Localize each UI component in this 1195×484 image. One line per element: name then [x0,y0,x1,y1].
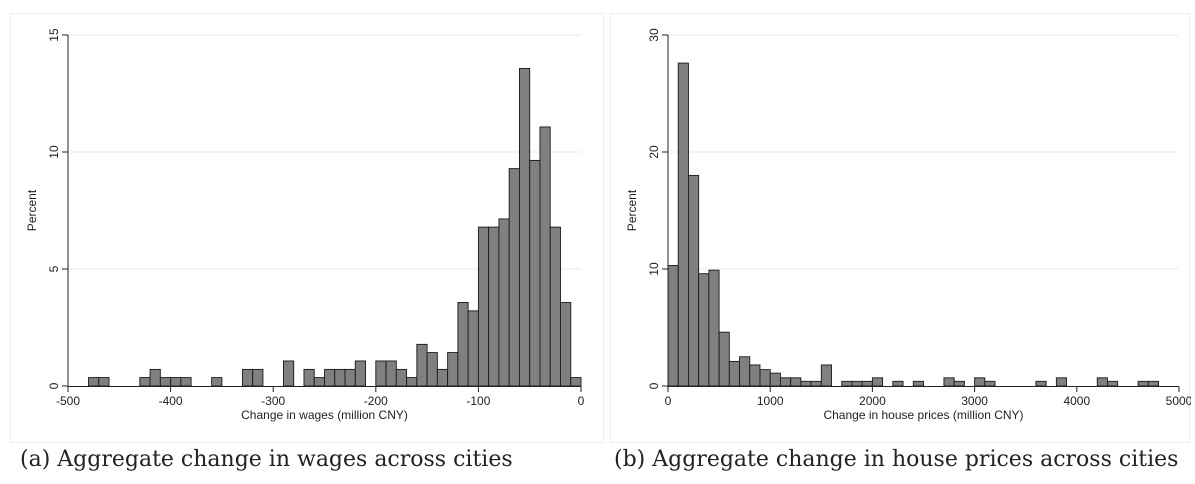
x-tick-label: 5000 [1166,394,1191,408]
histogram-bar [539,126,551,387]
histogram-bar [303,368,315,387]
histogram-bar [159,377,172,387]
histogram-bar [283,360,295,387]
histogram-bar [395,368,408,387]
histogram-bar [912,380,924,387]
y-tick-label: 0 [647,382,661,389]
histogram-bar [759,369,771,387]
histogram-bar [508,168,520,387]
x-tick-label: -500 [56,394,80,408]
y-axis-label: Percent [25,189,39,231]
x-axis-label: Change in house prices (million CNY) [823,408,1023,422]
wages-histogram-caption: (a) Aggregate change in wages across cit… [20,447,513,472]
histogram-bar [139,377,151,387]
house-prices-histogram-caption: (b) Aggregate change in house prices acr… [614,447,1179,472]
histogram-bar [779,377,792,387]
histogram-bar [385,360,397,387]
histogram-bar [1035,380,1047,387]
histogram-bar [375,360,387,387]
x-tick-label: -300 [261,394,285,408]
histogram-bar [861,380,873,387]
x-tick-label: 0 [578,394,585,408]
histogram-bar [698,273,710,387]
y-tick-label: 15 [47,28,61,42]
histogram-bar [436,368,449,387]
histogram-bar [667,265,679,387]
histogram-bar [252,368,264,387]
wages-histogram-panel: -500 -400 -300 -200 -100 0 0 5 10 15 Change in wag… [10,13,604,443]
histogram-bar [677,62,689,387]
house-prices-histogram-panel: 0 1000 2000 3000 4000 5000 0 10 20 30 Change in ho… [610,13,1191,443]
histogram-bar [841,380,853,387]
histogram-bar [447,352,459,387]
histogram-bar [1107,380,1119,387]
histogram-bar [810,380,822,387]
histogram-bar [943,377,955,387]
x-tick-label: -100 [466,394,490,408]
y-tick-label: 10 [47,145,61,159]
histogram-bar [708,269,720,387]
histogram-bar [1096,377,1108,387]
histogram-bar [851,380,863,387]
y-tick-label: 0 [47,382,61,389]
histogram-bar [800,380,812,387]
histogram-bar [406,377,418,387]
x-tick-label: 1000 [757,394,784,408]
y-tick-label: 5 [47,265,61,272]
histogram-bar [769,372,781,387]
histogram-bar [344,368,356,387]
histogram-bar [211,377,223,387]
histogram-bar [560,302,572,387]
histogram-bar [426,352,438,387]
histogram-bar [984,380,996,387]
histogram-bar [180,377,192,387]
x-tick-label: 4000 [1063,394,1090,408]
histogram-bar [324,368,336,387]
histogram-bar [98,377,110,387]
wages-histogram-chart: -500 -400 -300 -200 -100 0 0 5 10 15 Change in wag… [25,28,585,422]
histogram-bar [488,226,500,387]
house-prices-histogram-chart: 0 1000 2000 3000 4000 5000 0 10 20 30 Change in ho… [625,28,1191,422]
histogram-bar [974,377,986,387]
histogram-bar [1055,377,1068,387]
histogram-bar [416,343,428,387]
x-tick-label: 2000 [859,394,886,408]
histogram-bar [170,377,182,387]
x-tick-label: -200 [364,394,388,408]
histogram-bar [467,310,479,387]
histogram-bar [518,68,531,387]
histogram-bar [728,360,740,387]
y-tick-label: 20 [647,145,661,159]
x-axis-label: Change in wages (million CNY) [241,408,408,422]
histogram-bar [871,377,884,387]
histogram-bar [477,226,490,387]
histogram-bar [687,174,700,387]
y-axis-label: Percent [625,189,639,231]
y-tick-label: 10 [647,262,661,276]
histogram-bar [549,226,561,387]
histogram-bar [241,368,254,387]
histogram-bar [354,360,366,387]
histogram-bar [313,377,325,387]
x-tick-label: -400 [159,394,183,408]
histogram-bar [570,377,582,387]
x-tick-label: 3000 [961,394,988,408]
histogram-bar [739,356,751,387]
histogram-bar [1137,380,1149,387]
histogram-bar [334,368,346,387]
x-tick-label: 0 [665,394,672,408]
histogram-bar [790,377,802,387]
histogram-bar [1147,380,1160,387]
histogram-bar [953,380,965,387]
histogram-bar [88,377,100,387]
histogram-bar [892,380,904,387]
histogram-bar [498,218,510,387]
histogram-bar [718,331,730,387]
histogram-bar [749,364,761,387]
histogram-bar [820,364,832,387]
histogram-bar [529,159,541,387]
y-tick-label: 30 [647,28,661,42]
histogram-bar [457,302,469,387]
histogram-bar [149,368,161,387]
